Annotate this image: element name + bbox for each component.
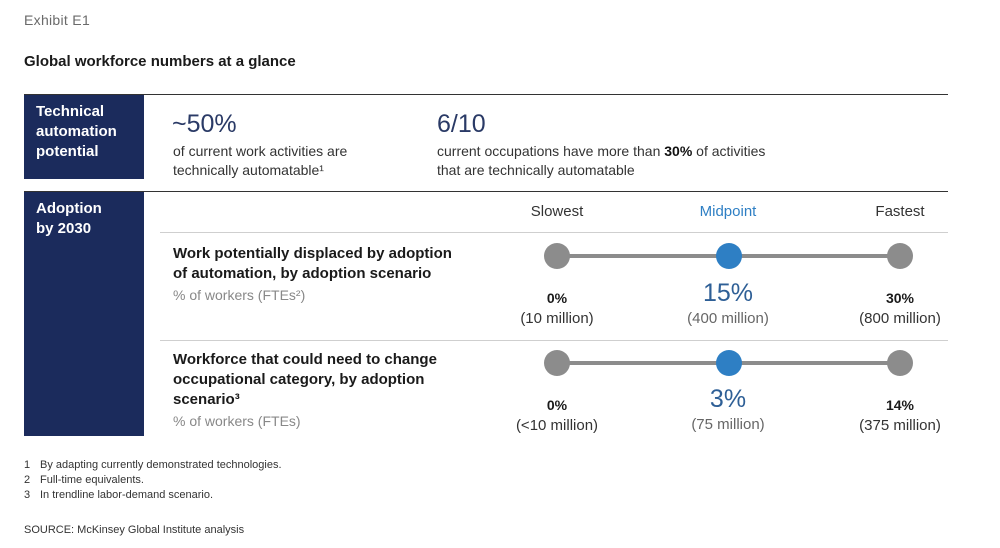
midpoint-scenario-dot	[716, 243, 742, 269]
exhibit-label: Exhibit E1	[24, 12, 91, 28]
value-fastest: 30% (800 million)	[820, 289, 980, 328]
value-midpoint: 3% (75 million)	[648, 385, 808, 434]
fastest-scenario-dot	[887, 243, 913, 269]
value-fastest: 14% (375 million)	[820, 396, 980, 435]
stat-occupations-line: current occupations have more than 30% o…	[437, 143, 766, 159]
value-percent: 0%	[546, 397, 568, 413]
row-occupational-change-label: Workforce that could need to change occu…	[173, 350, 493, 431]
fastest-scenario-dot	[887, 350, 913, 376]
technical-label-line: potential	[36, 143, 99, 160]
row-unit: % of workers (FTEs)	[173, 413, 301, 429]
row-label-line: of automation, by adoption scenario	[173, 265, 432, 282]
column-header-midpoint: Midpoint	[699, 203, 757, 220]
value-count: (375 million)	[859, 417, 941, 434]
stat-activities-line: technically automatable¹	[173, 162, 324, 178]
stat-activities-desc: of current work activities are technical…	[173, 142, 347, 180]
stat-occupations-line: that are technically automatable	[437, 162, 635, 178]
technical-automation-label-box: Technical automation potential	[24, 95, 144, 179]
row-divider	[160, 340, 948, 341]
adoption-label-line: by 2030	[36, 220, 92, 237]
midpoint-scenario-dot	[716, 350, 742, 376]
adoption-label-line: Adoption	[36, 200, 102, 217]
row-label-line: Work potentially displaced by adoption	[173, 245, 452, 262]
row-unit: % of workers (FTEs²)	[173, 287, 306, 303]
value-slowest: 0% (<10 million)	[477, 396, 637, 435]
section-rule	[24, 191, 948, 192]
row-label-line: Workforce that could need to change	[173, 351, 437, 368]
value-slowest: 0% (10 million)	[477, 289, 637, 328]
footnote: 3 In trendline labor-demand scenario.	[24, 489, 214, 501]
slowest-scenario-dot	[544, 243, 570, 269]
technical-label-line: Technical	[36, 103, 105, 120]
value-count: (400 million)	[687, 310, 769, 327]
value-count: (10 million)	[520, 310, 594, 327]
value-percent: 0%	[546, 290, 568, 306]
value-midpoint: 15% (400 million)	[648, 279, 808, 328]
column-header-slowest: Slowest	[530, 203, 584, 220]
stat-occupations-desc: current occupations have more than 30% o…	[437, 142, 765, 180]
value-count: (75 million)	[691, 416, 765, 433]
footnotes: 1 By adapting currently demonstrated tech…	[24, 458, 282, 503]
adoption-label-box: Adoption by 2030	[24, 192, 144, 436]
technical-label-line: automation	[36, 123, 117, 140]
column-header-fastest: Fastest	[875, 203, 925, 220]
value-percent: 14%	[885, 397, 915, 413]
footnote: 2 Full-time equivalents.	[24, 474, 144, 486]
row-label-line: scenario³	[173, 391, 240, 408]
header-divider	[160, 232, 948, 233]
slowest-scenario-dot	[544, 350, 570, 376]
source-note: SOURCE: McKinsey Global Institute analys…	[24, 524, 245, 536]
stat-activities-line: of current work activities are	[173, 143, 348, 159]
top-rule	[24, 94, 948, 95]
stat-activities-value: ~50%	[172, 110, 237, 138]
value-percent: 3%	[709, 385, 747, 413]
footnote: 1 By adapting currently demonstrated tech…	[24, 459, 282, 471]
row-work-displaced-label: Work potentially displaced by adoption o…	[173, 244, 493, 305]
page-title: Global workforce numbers at a glance	[24, 53, 296, 70]
value-count: (800 million)	[859, 310, 941, 327]
value-percent: 15%	[702, 279, 754, 307]
row-label-line: occupational category, by adoption	[173, 371, 425, 388]
value-count: (<10 million)	[515, 417, 599, 434]
stat-occupations-value: 6/10	[437, 110, 486, 138]
value-percent: 30%	[885, 290, 915, 306]
